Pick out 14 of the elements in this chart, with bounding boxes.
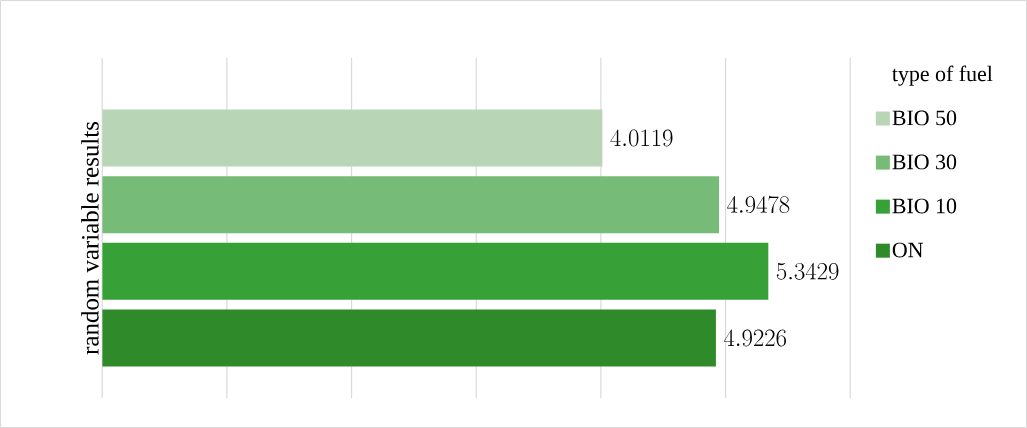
- legend-label: BIO 30: [892, 154, 957, 170]
- legend-title: type of fuel: [892, 65, 993, 86]
- data-label: 4.9226: [723, 329, 787, 347]
- bar: [102, 109, 603, 167]
- bar: [102, 242, 769, 300]
- data-label: 4.0119: [610, 129, 673, 147]
- legend-label: BIO 10: [892, 198, 957, 214]
- legend-label: BIO 50: [892, 110, 957, 126]
- y-axis-title: random variable results: [81, 122, 99, 355]
- bar: [102, 309, 716, 367]
- data-label: 4.9478: [727, 195, 790, 214]
- data-label: 5.3429: [776, 262, 839, 280]
- bar: [102, 176, 720, 234]
- legend-label: ON: [892, 242, 924, 258]
